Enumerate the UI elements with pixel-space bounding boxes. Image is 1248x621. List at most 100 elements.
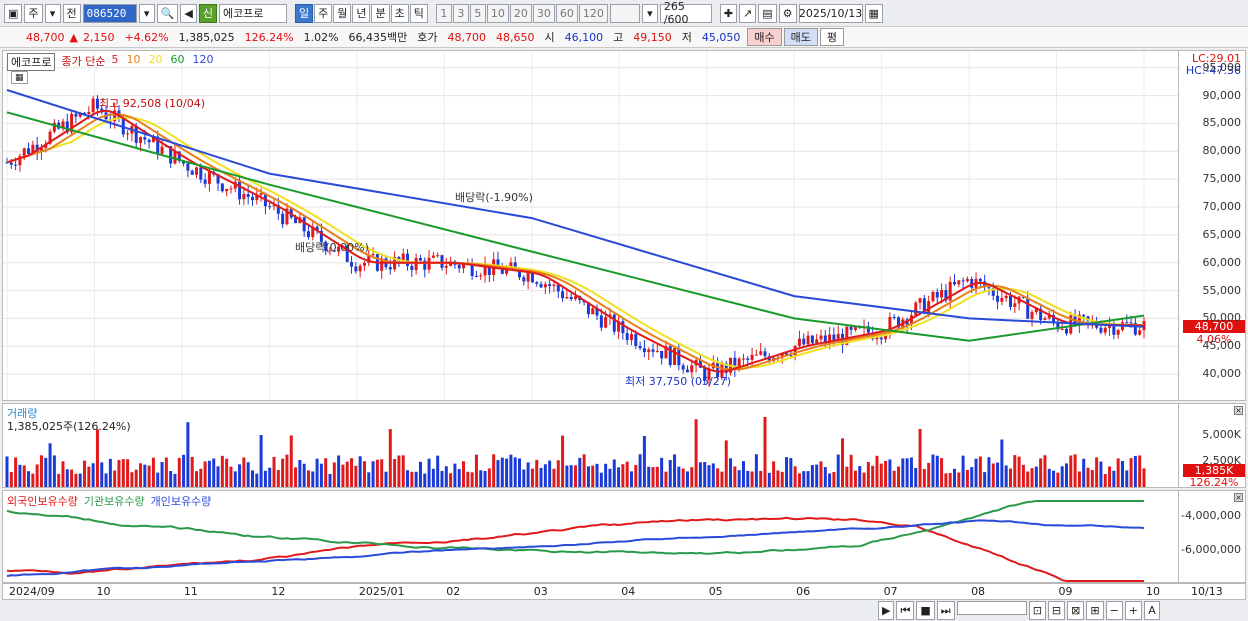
sell-button[interactable]: 매도 — [783, 28, 818, 46]
interval-tab-5[interactable]: 5 — [469, 3, 486, 23]
volume-plot-area[interactable]: 거래량 1,385,025주(126.24%) — [3, 404, 1178, 487]
volume-bar — [548, 460, 552, 487]
window-menu-icon[interactable]: ▣ — [4, 3, 23, 23]
price-chart-panel[interactable]: 최고 92,508 (10/04) 배당락(-1.90%) 배당락(0.00%) 최저… — [2, 50, 1246, 401]
speaker-icon[interactable]: ◀ — [180, 3, 197, 23]
volume-bar — [1073, 454, 1077, 487]
layout-2-icon[interactable]: ⊟ — [1047, 601, 1066, 620]
volume-bar — [255, 473, 259, 487]
market-type-select[interactable]: 주 — [24, 3, 43, 23]
code-dropdown-icon[interactable]: ▾ — [138, 3, 155, 23]
stock-name-field[interactable]: 에코프로 — [218, 3, 287, 23]
interval-tab-1[interactable]: 1 — [435, 3, 452, 23]
volume-bar — [647, 466, 651, 487]
zoom-in-icon[interactable]: + — [1124, 601, 1142, 620]
layout-1-icon[interactable]: ⊡ — [1028, 601, 1046, 620]
period-tab-2[interactable]: 월 — [333, 3, 352, 23]
zoom-slider[interactable] — [956, 601, 1027, 615]
interval-dropdown-icon[interactable]: ▾ — [641, 3, 658, 23]
ma20-line — [6, 116, 1145, 369]
stop-icon[interactable]: ■ — [916, 601, 935, 620]
candle-body — [272, 205, 276, 207]
volume-bar — [315, 458, 319, 487]
period-tab-5[interactable]: 초 — [390, 3, 409, 23]
x-tick-label: 05 — [708, 585, 723, 598]
volume-bar — [225, 458, 229, 487]
rewind-icon[interactable]: ⏮ — [896, 601, 915, 620]
period-tab-0[interactable]: 일 — [294, 3, 314, 23]
new-badge[interactable]: 신 — [198, 3, 217, 23]
interval-tab-60[interactable]: 60 — [555, 3, 578, 23]
candle-body — [513, 262, 517, 269]
zoom-out-icon[interactable]: − — [1105, 601, 1123, 620]
crosshair-icon[interactable]: ✚ — [719, 3, 738, 23]
save-icon[interactable]: ▤ — [758, 3, 777, 23]
volume-bar — [720, 471, 724, 487]
period-tab-4[interactable]: 분 — [371, 3, 390, 23]
interval-tab-3[interactable]: 3 — [452, 3, 469, 23]
gear-icon[interactable]: ⚙ — [778, 3, 797, 23]
volume-bar — [272, 456, 276, 487]
x-tick-label: 2025/01 — [358, 585, 405, 598]
font-size-icon[interactable]: A — [1144, 601, 1160, 620]
calendar-icon[interactable]: ▦ — [864, 3, 883, 23]
layout-4-icon[interactable]: ⊞ — [1086, 601, 1104, 620]
candle-body — [629, 334, 633, 341]
prev-button[interactable]: 전 — [62, 3, 81, 23]
interval-custom-input[interactable] — [609, 3, 640, 23]
candle-body — [95, 98, 99, 109]
draw-tool-icon[interactable]: ↗ — [739, 3, 757, 23]
period-tab-1[interactable]: 주 — [314, 3, 333, 23]
volume-bar — [927, 462, 931, 487]
volume-bar — [785, 457, 789, 487]
candle-body — [539, 283, 543, 288]
interval-tab-20[interactable]: 20 — [509, 3, 532, 23]
volume-bar — [117, 460, 121, 487]
interval-tab-120[interactable]: 120 — [578, 3, 608, 23]
date-field[interactable]: 2025/10/13 — [798, 3, 863, 23]
search-icon[interactable]: 🔍 — [156, 3, 179, 23]
period-tab-3[interactable]: 년 — [352, 3, 371, 23]
interval-tab-10[interactable]: 10 — [486, 3, 509, 23]
candle-body — [978, 278, 982, 282]
volume-bar — [345, 461, 349, 487]
buy-button[interactable]: 매수 — [747, 28, 782, 46]
volume-panel[interactable]: 거래량 1,385,025주(126.24%) × 5,000K 2,500K … — [2, 403, 1246, 488]
volume-bar — [741, 461, 745, 487]
candle-body — [332, 250, 336, 252]
lc-label: LC:29.01 — [1191, 52, 1241, 65]
holdings-plot-area[interactable]: 외국인보유수량 기관보유수량 개인보유수량 — [3, 491, 1178, 582]
volume-bar — [444, 466, 448, 487]
volume-bar — [948, 472, 952, 487]
holdings-panel[interactable]: 외국인보유수량 기관보유수량 개인보유수량 × -4,000,000 -6,00… — [2, 490, 1246, 583]
price-plot-area[interactable]: 최고 92,508 (10/04) 배당락(-1.90%) 배당락(0.00%) 최저… — [3, 51, 1180, 400]
volume-bar — [690, 467, 694, 487]
volume-bar — [1125, 470, 1129, 487]
forward-icon[interactable]: ⏭ — [936, 601, 955, 620]
count-display[interactable]: 265 /600 — [659, 0, 712, 26]
candle-body — [483, 264, 487, 276]
volume-last-tag: 1,385K — [1183, 464, 1245, 477]
volume-bar — [612, 459, 616, 487]
avg-button[interactable]: 평 — [819, 28, 845, 46]
candle-body — [961, 280, 965, 282]
layout-3-icon[interactable]: ⊠ — [1067, 601, 1085, 620]
volume-bar — [1090, 470, 1094, 487]
panel-close-icon[interactable]: × — [1234, 493, 1243, 502]
volume-value: 1,385,025 — [178, 30, 235, 44]
period-tab-6[interactable]: 틱 — [409, 3, 428, 23]
table-icon[interactable]: ▦ — [11, 71, 28, 84]
stock-code-input[interactable]: 086520 — [82, 3, 137, 23]
panel-close-icon[interactable]: × — [1234, 406, 1243, 415]
volume-bar — [522, 469, 526, 487]
scroll-right-icon[interactable]: ▶ — [878, 601, 895, 620]
candle-body — [1030, 312, 1034, 319]
volume-bar — [1108, 466, 1112, 487]
volume-bar — [918, 429, 922, 487]
price-tick: 85,000 — [1202, 116, 1242, 130]
chevron-down-icon[interactable]: ▾ — [44, 3, 61, 23]
interval-tab-30[interactable]: 30 — [532, 3, 555, 23]
volume-bar — [61, 461, 65, 487]
volume-bar — [991, 463, 995, 487]
